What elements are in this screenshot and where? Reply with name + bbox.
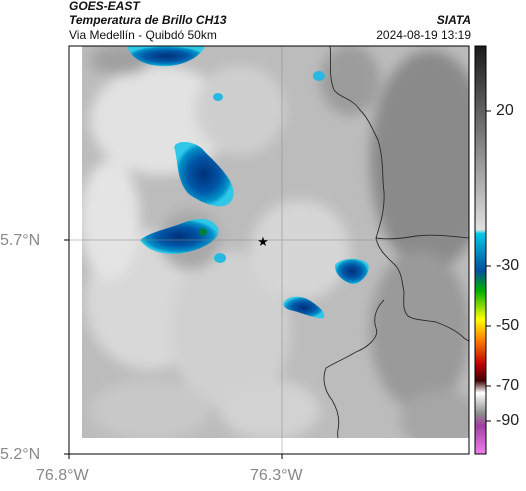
lon-tick-label: 76.3°W: [250, 467, 303, 484]
lon-tick-label: 76.8°W: [36, 467, 89, 484]
timestamp-label: 2024-08-19 13:19: [376, 28, 471, 42]
graticule: [69, 46, 469, 454]
star-icon: ★: [257, 235, 269, 250]
axis-ticks: [64, 239, 283, 459]
colorbar-tick-label: -30: [496, 257, 520, 274]
colorbar-tick-label: -90: [496, 412, 520, 429]
colorbar-tick-label: -70: [496, 377, 520, 394]
lat-tick-label: 5.7°N: [0, 232, 41, 249]
lat-tick-label: 5.2°N: [0, 446, 41, 463]
cold-cloud-cells: [127, 46, 369, 319]
colorbar-tick-label: -50: [496, 317, 520, 334]
organization-label: SIATA: [436, 13, 471, 27]
brightness-temperature-field: [69, 46, 469, 454]
colorbar-ticks: [486, 110, 491, 422]
colorbar-tick-label: 20: [496, 102, 514, 119]
boundary-lines: [323, 46, 469, 454]
route-subtitle: Via Medellín - Quibdó 50km: [69, 28, 217, 42]
colorbar: [474, 45, 487, 455]
product-title: Temperatura de Brillo CH13: [69, 13, 227, 27]
satellite-title: GOES-EAST: [69, 0, 140, 13]
map-border: [68, 45, 470, 455]
